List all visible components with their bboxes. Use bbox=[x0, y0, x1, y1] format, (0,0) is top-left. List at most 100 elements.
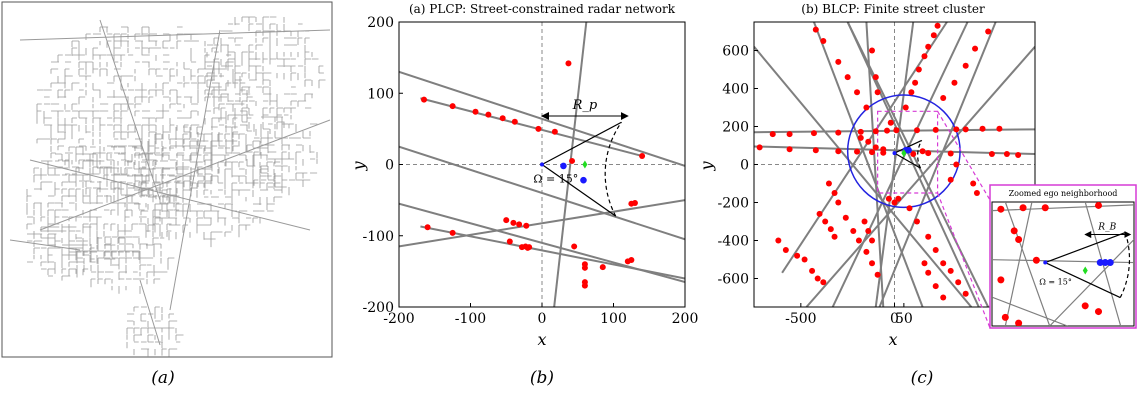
inset-radar-point bbox=[997, 205, 1005, 213]
y-tick-label: 400 bbox=[722, 82, 749, 98]
blcp-ylabel: y bbox=[697, 161, 716, 172]
radar-point bbox=[825, 180, 832, 187]
radar-point bbox=[631, 199, 638, 206]
radar-point bbox=[569, 157, 576, 164]
radar-point bbox=[947, 267, 954, 274]
radar-point bbox=[951, 79, 958, 86]
street-map-artery bbox=[39, 119, 331, 231]
radar-point bbox=[565, 60, 572, 67]
radar-point bbox=[985, 28, 992, 35]
radar-point bbox=[535, 125, 542, 132]
blcp-panel: (b) BLCP: Finite street cluster -500 050-… bbox=[697, 2, 1137, 388]
inset-radar-point bbox=[1015, 235, 1023, 243]
radar-point bbox=[449, 103, 456, 110]
radar-point bbox=[947, 176, 954, 183]
radar-point bbox=[503, 217, 510, 224]
radar-point bbox=[925, 43, 932, 50]
radar-point bbox=[925, 233, 932, 240]
radar-point bbox=[902, 104, 909, 111]
radar-point bbox=[908, 89, 915, 96]
radar-point bbox=[893, 127, 900, 134]
inset-title: Zoomed ego neighborhood bbox=[1009, 189, 1118, 198]
radar-point bbox=[955, 279, 962, 286]
inset-radar-point bbox=[1032, 256, 1040, 264]
y-tick-label: -200 bbox=[363, 300, 394, 316]
plcp-ylabel: y bbox=[349, 161, 368, 172]
radar-point bbox=[599, 264, 606, 271]
zoom-region-box bbox=[877, 110, 939, 194]
radar-point bbox=[855, 237, 862, 244]
ego-coverage-circle bbox=[846, 94, 961, 209]
x-tick-label: 50 bbox=[895, 311, 913, 327]
range-label: R_p bbox=[572, 98, 598, 113]
fov-edge bbox=[541, 164, 617, 217]
radar-point bbox=[1003, 151, 1010, 158]
radar-point bbox=[895, 195, 902, 202]
y-tick-label: 200 bbox=[722, 120, 749, 136]
radar-point bbox=[499, 115, 506, 122]
radar-point bbox=[1015, 152, 1022, 158]
x-tick-label: -100 bbox=[455, 311, 486, 327]
radar-point bbox=[526, 244, 533, 251]
radar-point bbox=[506, 238, 513, 245]
radar-point bbox=[915, 66, 922, 73]
radar-point bbox=[869, 47, 876, 54]
inset-fov-angle-label: Ω = 15° bbox=[1039, 278, 1072, 287]
inset-radar-point bbox=[1095, 308, 1102, 316]
inset-connector bbox=[937, 110, 991, 201]
radar-point bbox=[551, 128, 558, 135]
inset-street-line bbox=[992, 296, 1068, 326]
y-tick-label: 0 bbox=[740, 158, 749, 174]
radar-point bbox=[932, 283, 939, 290]
radar-point bbox=[940, 95, 947, 101]
radar-point bbox=[913, 127, 920, 134]
radar-point bbox=[921, 53, 928, 60]
radar-point bbox=[872, 144, 879, 151]
ego-radar-point bbox=[580, 176, 587, 184]
street-map-artery bbox=[9, 239, 81, 251]
x-tick-label: 100 bbox=[600, 311, 627, 327]
radar-point bbox=[930, 32, 937, 39]
radar-point bbox=[835, 129, 842, 136]
y-tick-label: 100 bbox=[367, 86, 394, 102]
street-map-frame bbox=[1, 1, 333, 358]
street-line bbox=[399, 145, 685, 241]
radar-point bbox=[921, 260, 928, 267]
inset-street-line bbox=[992, 204, 1134, 212]
street-map-artery bbox=[99, 19, 161, 201]
radar-point bbox=[820, 279, 827, 286]
fov-edge bbox=[894, 152, 921, 169]
street-line bbox=[874, 22, 915, 307]
plcp-xlabel: x bbox=[537, 330, 546, 349]
radar-point bbox=[421, 96, 428, 103]
fov-arc bbox=[604, 121, 622, 217]
radar-point bbox=[891, 199, 898, 206]
radar-point bbox=[449, 229, 456, 236]
radar-point bbox=[854, 148, 861, 155]
radar-point bbox=[782, 247, 789, 253]
radar-point bbox=[511, 118, 518, 125]
inset-radar-point bbox=[1010, 227, 1018, 235]
inset-radar-point bbox=[997, 276, 1005, 284]
radar-point bbox=[906, 205, 913, 212]
caption-a: (a) bbox=[151, 368, 174, 388]
plcp-plot-area: -200 -100 0 100 200 -200 -100 0 100 200 R_p Ω = 15° bbox=[363, 15, 699, 327]
street-line bbox=[399, 199, 685, 248]
radar-point bbox=[863, 104, 870, 111]
inset-inner: R_B Ω = 15° bbox=[992, 202, 1134, 326]
radar-point bbox=[953, 161, 960, 168]
street-line bbox=[781, 22, 948, 274]
radar-point bbox=[869, 149, 876, 156]
y-tick-label: -100 bbox=[363, 229, 394, 245]
plot-inner bbox=[399, 22, 685, 307]
ego-radar-point bbox=[905, 146, 912, 154]
inset-range-label: R_B bbox=[1097, 223, 1116, 233]
street-line bbox=[754, 46, 973, 307]
radar-point bbox=[523, 222, 530, 229]
radar-point bbox=[874, 89, 881, 96]
radar-point bbox=[516, 221, 523, 228]
radar-point bbox=[865, 228, 872, 234]
radar-point bbox=[769, 131, 776, 138]
radar-point bbox=[996, 125, 1003, 132]
